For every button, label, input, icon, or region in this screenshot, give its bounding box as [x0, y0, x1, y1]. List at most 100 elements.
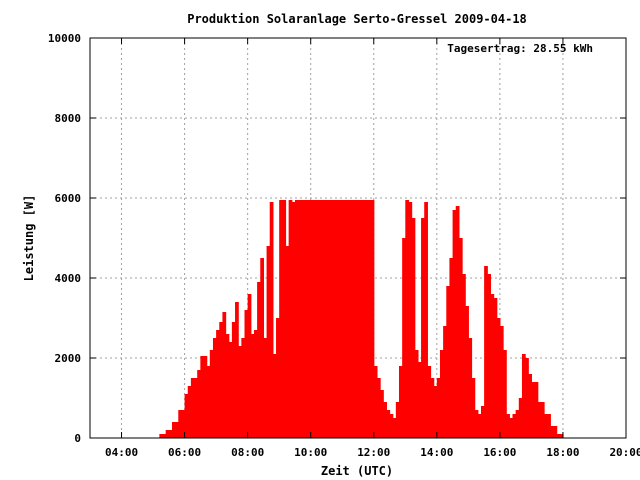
power-bar	[458, 238, 463, 438]
power-bar	[525, 358, 529, 438]
power-bar	[503, 350, 507, 438]
power-bar	[430, 378, 435, 438]
power-bar	[228, 342, 233, 438]
y-tick-label: 10000	[48, 32, 81, 45]
power-bar	[276, 318, 280, 438]
power-bar	[433, 386, 438, 438]
power-bar	[307, 200, 312, 438]
power-bar	[499, 326, 504, 438]
power-bar	[184, 394, 189, 438]
power-bar	[376, 378, 381, 438]
y-tick-label: 4000	[55, 272, 82, 285]
power-bar	[178, 410, 186, 438]
power-bar	[528, 374, 533, 438]
power-bar	[465, 306, 469, 438]
power-bar	[247, 294, 252, 438]
power-bar	[490, 294, 495, 438]
x-tick-label: 18:00	[546, 446, 579, 459]
power-bar	[484, 266, 488, 438]
power-bar	[263, 338, 268, 438]
power-bar	[250, 334, 255, 438]
y-tick-labels: 0 2000 4000 6000 8000 10000	[48, 32, 81, 445]
x-tick-label: 06:00	[168, 446, 201, 459]
chart-title: Produktion Solaranlage Serto-Gressel 200…	[187, 12, 527, 26]
axis-ticks	[90, 37, 627, 439]
power-bar	[471, 378, 476, 438]
daily-yield-annotation: Tagesertrag: 28.55 kWh	[447, 42, 593, 55]
power-bar	[537, 402, 545, 438]
y-tick-label: 6000	[55, 192, 82, 205]
x-tick-label: 14:00	[420, 446, 453, 459]
power-bar	[231, 322, 236, 438]
x-tick-label: 16:00	[483, 446, 516, 459]
power-bar	[468, 338, 473, 438]
power-bar	[480, 406, 485, 438]
power-bar	[421, 218, 425, 438]
power-bar	[335, 200, 340, 438]
power-bar	[402, 238, 406, 438]
power-bar	[509, 418, 514, 438]
power-bar	[512, 414, 517, 438]
power-bar	[550, 426, 558, 438]
power-bar	[446, 286, 451, 438]
power-bar	[449, 258, 454, 438]
power-bar	[452, 210, 457, 438]
power-bar	[531, 382, 539, 438]
power-bar	[342, 200, 350, 438]
power-bar	[398, 366, 403, 438]
power-bar	[556, 434, 564, 438]
power-bar	[383, 402, 387, 438]
x-tick-label: 10:00	[294, 446, 327, 459]
power-bar	[285, 246, 290, 438]
power-bar	[380, 390, 384, 438]
power-bar	[405, 200, 410, 438]
y-axis-label: Leistung [W]	[22, 195, 36, 282]
power-bar	[288, 200, 293, 438]
power-bar	[282, 200, 287, 438]
power-bar	[439, 350, 444, 438]
power-bar	[414, 350, 419, 438]
power-bar	[506, 414, 510, 438]
power-bar	[408, 202, 413, 438]
power-bar	[165, 430, 173, 438]
power-bar	[197, 370, 201, 438]
plot-frame	[89, 37, 627, 439]
x-tick-label: 04:00	[105, 446, 138, 459]
y-tick-label: 0	[74, 432, 81, 445]
power-bar	[493, 298, 498, 438]
power-bar	[339, 200, 343, 438]
power-bar	[159, 434, 167, 438]
power-bar	[225, 334, 230, 438]
power-bar	[304, 200, 309, 438]
power-bar	[474, 410, 479, 438]
power-bar	[417, 362, 422, 438]
power-bar	[257, 282, 261, 438]
power-bar	[455, 206, 460, 438]
power-bar	[518, 398, 523, 438]
power-bar	[298, 200, 302, 438]
power-bar	[411, 218, 416, 438]
power-bar	[348, 200, 356, 438]
power-bar	[515, 410, 520, 438]
power-bar	[294, 200, 299, 438]
power-bar	[310, 200, 318, 438]
power-bar	[361, 200, 369, 438]
power-bar	[462, 274, 466, 438]
y-tick-label: 2000	[55, 352, 82, 365]
power-bar	[171, 422, 179, 438]
y-tick-label: 8000	[55, 112, 82, 125]
power-bar	[443, 326, 447, 438]
power-bar	[206, 366, 211, 438]
power-bar	[395, 402, 400, 438]
power-bar	[209, 350, 214, 438]
power-bar	[301, 200, 305, 438]
power-bar	[544, 414, 551, 438]
power-bar	[222, 312, 227, 438]
x-tick-label: 12:00	[357, 446, 390, 459]
power-bar	[260, 258, 265, 438]
power-bar	[187, 386, 192, 438]
power-bar	[216, 330, 220, 438]
power-bar	[238, 346, 242, 438]
power-bar	[200, 356, 208, 438]
power-bar	[332, 200, 337, 438]
